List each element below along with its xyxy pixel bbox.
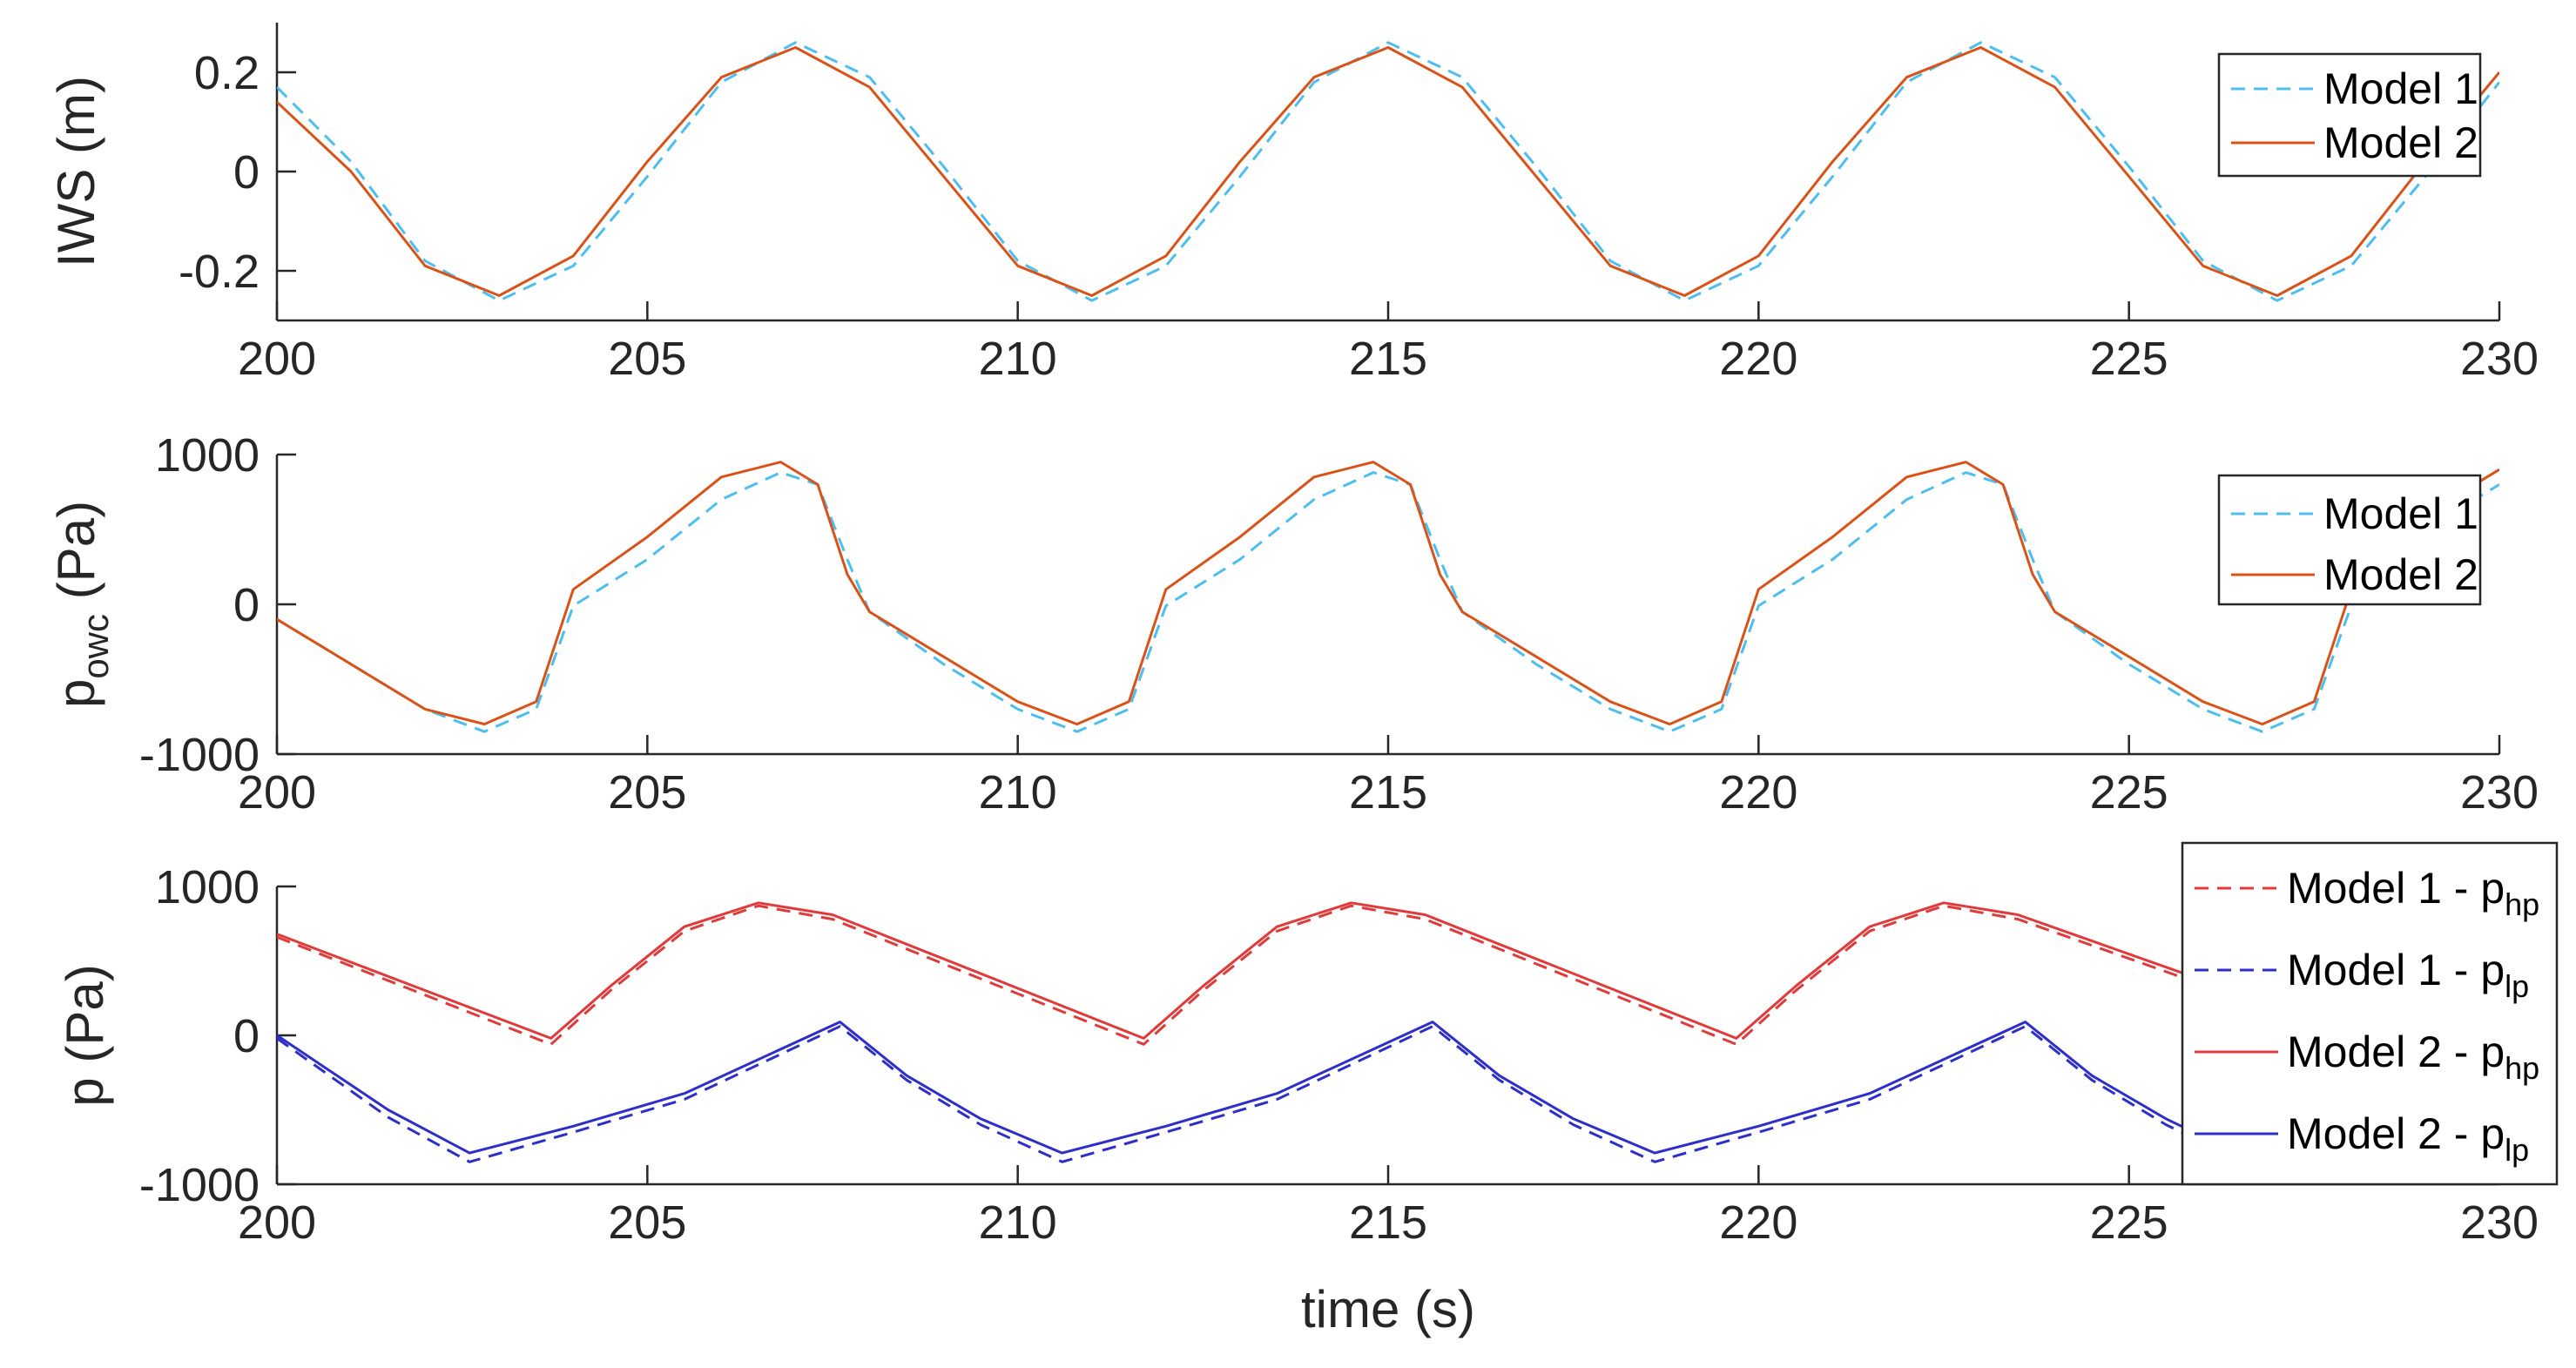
panel-1: 200 205 210 215 220 225 230 -0.2 0 0.2 IWS (m) Mode… [47, 23, 2539, 385]
y-axis-label: IWS (m) [47, 76, 105, 267]
y-tick-label: 0 [233, 579, 260, 631]
legend-entry: Model 2 - php [2287, 1028, 2539, 1086]
series-line-4 [277, 1021, 2204, 1155]
legend-box [2217, 52, 2482, 178]
legend-entry: Model 1 - plp [2287, 946, 2529, 1004]
series-line-2 [277, 46, 2499, 297]
x-tick-label: 200 [238, 333, 316, 385]
x-tick-label: 215 [1349, 1196, 1427, 1249]
y-tick-label: 0 [233, 1010, 260, 1062]
y-tick-label: -1000 [139, 1159, 260, 1211]
legend: Model 1 Model 2 [2217, 52, 2482, 178]
y-tick-label: 1000 [155, 429, 260, 482]
x-tick-label: 215 [1349, 766, 1427, 819]
x-tick-label: 210 [979, 333, 1057, 385]
legend: Model 1 Model 2 [2217, 474, 2482, 606]
series-line-2 [277, 1025, 2204, 1163]
x-tick-label: 225 [2090, 766, 2168, 819]
legend-entry: Model 2 [2323, 118, 2478, 167]
legend-entry: Model 1 [2323, 64, 2478, 113]
series-line-3 [277, 901, 2204, 1040]
x-tick-label: 230 [2460, 333, 2539, 385]
panel-3: 200 205 210 215 220 225 230 -1000 0 1000 p (Pa) tim… [56, 841, 2559, 1338]
legend-entry: Model 2 - plp [2287, 1109, 2529, 1168]
series-line-2 [277, 461, 2499, 726]
series-line-1 [277, 471, 2499, 733]
panel-2: 200 205 210 215 220 225 230 -1000 0 1000 powc (Pa)… [47, 429, 2539, 819]
x-tick-label: 205 [608, 766, 686, 819]
series-line-1 [277, 41, 2499, 302]
x-tick-label: 200 [238, 1196, 316, 1249]
x-tick-label: 220 [1719, 333, 1797, 385]
legend-box [2181, 841, 2559, 1186]
legend-entry: Model 1 [2323, 489, 2478, 538]
y-tick-label: 0 [233, 146, 260, 199]
x-tick-label: 210 [979, 1196, 1057, 1249]
x-tick-label: 210 [979, 766, 1057, 819]
x-tick-label: 230 [2460, 1196, 2539, 1249]
x-tick-label: 220 [1719, 766, 1797, 819]
y-axis-label: powc (Pa) [47, 501, 116, 708]
y-tick-label: 1000 [155, 861, 260, 913]
x-tick-label: 220 [1719, 1196, 1797, 1249]
x-tick-label: 215 [1349, 333, 1427, 385]
legend-entry: Model 2 [2323, 550, 2478, 599]
x-axis-label: time (s) [1301, 1280, 1475, 1338]
y-tick-label: -1000 [139, 729, 260, 781]
y-tick-label: -0.2 [179, 246, 260, 298]
y-tick-label: 0.2 [194, 47, 260, 99]
x-tick-label: 230 [2460, 766, 2539, 819]
legend: Model 1 - php Model 1 - plp Model 2 - php M… [2181, 841, 2559, 1186]
y-axis-label: p (Pa) [56, 964, 114, 1106]
x-tick-label: 200 [238, 766, 316, 819]
x-tick-label: 225 [2090, 1196, 2168, 1249]
x-tick-label: 205 [608, 333, 686, 385]
x-tick-label: 225 [2090, 333, 2168, 385]
legend-box [2217, 474, 2482, 606]
series-line-1 [277, 904, 2204, 1046]
legend-entry: Model 1 - php [2287, 864, 2539, 922]
x-tick-label: 205 [608, 1196, 686, 1249]
